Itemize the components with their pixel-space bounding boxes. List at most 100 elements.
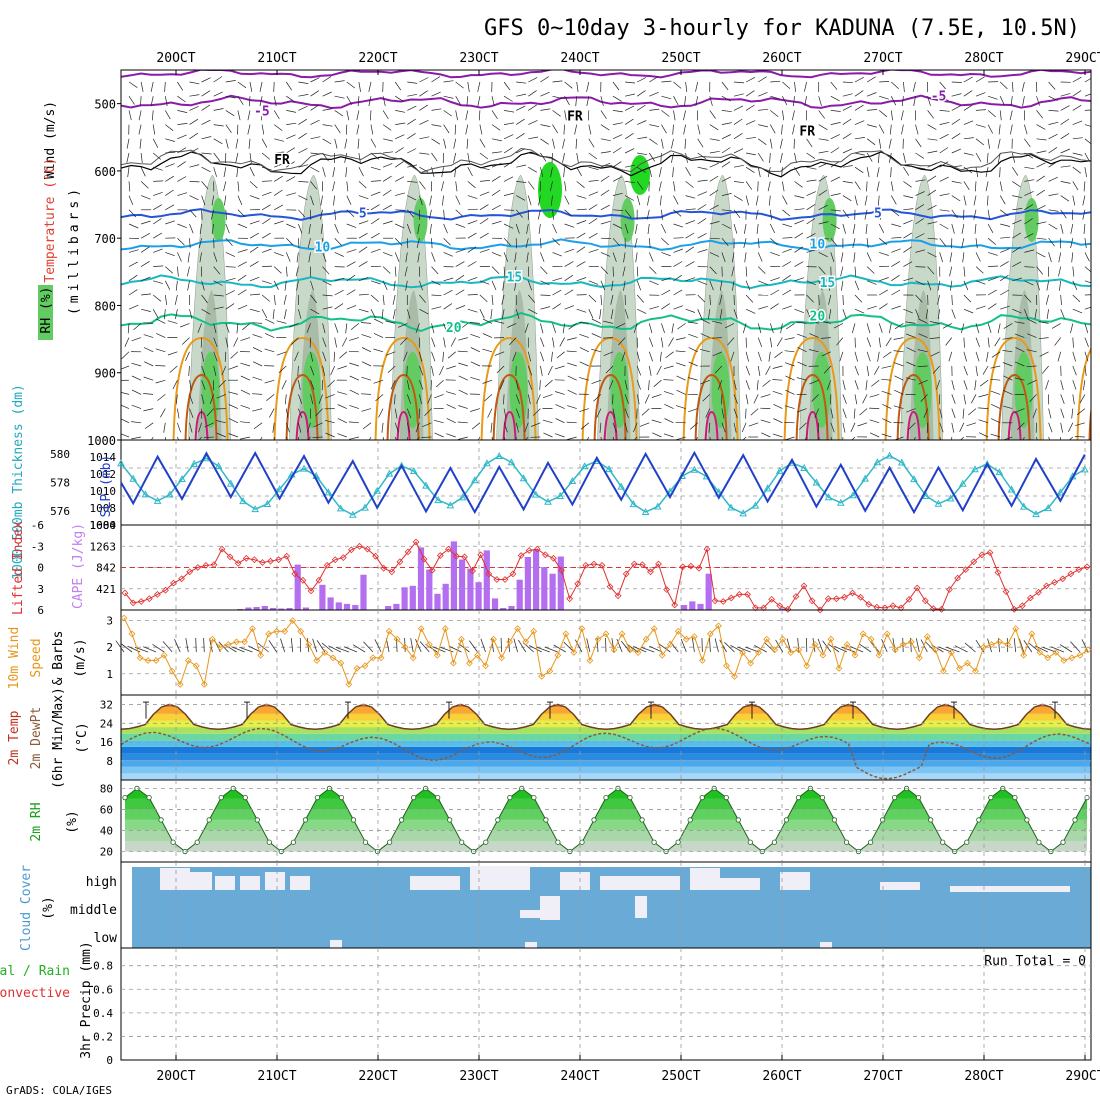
wind-barb <box>491 294 494 306</box>
cloud-gap <box>470 866 530 890</box>
wind-barb <box>514 252 517 263</box>
wind-barb <box>189 238 191 249</box>
wind-barb-10m <box>616 638 623 653</box>
wind-barb <box>637 308 647 314</box>
wind-barb <box>575 138 578 149</box>
wind-barb <box>395 110 406 113</box>
wind-barb <box>939 193 950 196</box>
cape-bar <box>270 608 277 610</box>
wind-barb <box>853 252 856 263</box>
wind-barb <box>661 80 672 83</box>
wind-barb <box>625 93 635 97</box>
wind-barb <box>879 252 889 256</box>
cape-bar <box>450 541 457 610</box>
wind-barb <box>348 421 359 424</box>
wind-speed-point <box>907 638 915 646</box>
wind-barb <box>435 379 444 388</box>
wind-barb <box>709 175 719 182</box>
wind-barb <box>228 365 239 370</box>
wind-barb <box>131 375 142 381</box>
wind-speed-point <box>795 646 803 654</box>
wind-speed-point <box>1052 649 1060 656</box>
wind-barb <box>165 163 175 168</box>
wind-barb <box>469 322 480 324</box>
thickness-point <box>556 491 565 499</box>
rh-point <box>170 839 176 845</box>
wind-barb <box>502 280 505 291</box>
wind-barb <box>337 391 347 395</box>
wind-barb <box>240 375 251 381</box>
wind-10m-panel: 123 <box>106 609 1092 696</box>
rh-point <box>531 794 537 801</box>
wind-barb <box>866 323 871 334</box>
wind-barb <box>683 110 686 121</box>
rh-point <box>398 817 405 823</box>
thickness-point <box>373 486 382 494</box>
wind-barb <box>939 209 950 212</box>
wind-barb <box>552 138 555 149</box>
wind-barb <box>431 138 441 145</box>
wind-barb <box>490 309 493 320</box>
wind-barb <box>732 280 735 291</box>
wind-barb <box>925 309 928 320</box>
wind-barb <box>745 365 751 376</box>
thickness-point <box>1032 510 1040 518</box>
wind-barb <box>1076 408 1086 416</box>
wind-barb <box>854 120 865 125</box>
wind-barb <box>1072 120 1083 125</box>
wind-barb <box>318 394 323 404</box>
wind-barb <box>431 280 441 286</box>
wind-speed-point <box>152 657 160 664</box>
wind-barb <box>334 209 336 220</box>
wind-barb <box>406 394 412 404</box>
wind-barb <box>1012 232 1021 239</box>
wind-barb <box>373 379 384 384</box>
wind-barb <box>784 405 795 409</box>
wind-barb <box>733 380 737 390</box>
wind-barb <box>814 408 820 418</box>
wind-barb <box>140 181 149 189</box>
wind-barb <box>128 110 132 121</box>
label-precip-units: 3hr Precip (mm) <box>79 941 94 1058</box>
wind-barb <box>249 293 261 296</box>
wind-barb <box>153 280 163 284</box>
wind-barb <box>841 280 844 291</box>
wind-barb <box>906 333 916 338</box>
wind-barb <box>419 351 423 362</box>
wind-barb <box>555 418 565 424</box>
wind-speed-point <box>851 651 859 659</box>
wind-barb <box>641 408 650 416</box>
wind-barb <box>950 280 953 291</box>
wind-barb <box>334 289 344 296</box>
wind-speed-point <box>369 654 377 662</box>
wind-barb <box>842 209 850 219</box>
rh-point <box>543 817 549 823</box>
wind-barb <box>467 167 473 177</box>
wind-barb <box>164 280 171 290</box>
wind-barb <box>997 138 1001 149</box>
wind-barb <box>975 323 980 334</box>
wind-barb <box>772 365 783 369</box>
thickness-point <box>1044 504 1053 512</box>
wind-barb <box>298 195 308 201</box>
wind-barb <box>528 181 535 190</box>
wind-barb <box>774 351 783 358</box>
wind-barb <box>820 320 831 324</box>
pressure-tick-label: 1000 <box>90 519 117 532</box>
wind-barb <box>779 152 783 163</box>
wind-barb <box>455 81 464 89</box>
wind-speed-point <box>996 638 1003 646</box>
wind-barb <box>298 105 308 111</box>
wind-barb <box>491 280 497 291</box>
wind-barb <box>833 323 844 329</box>
wind-barb <box>610 309 614 320</box>
wind-speed-point <box>980 643 987 651</box>
wind-barb <box>431 365 434 376</box>
wind-barb-10m <box>231 646 245 653</box>
wind-barb <box>757 152 764 162</box>
wind-barb <box>325 394 335 399</box>
wind-barb-10m <box>185 638 189 653</box>
wind-speed-point <box>209 635 216 643</box>
wind-barb <box>528 77 538 83</box>
